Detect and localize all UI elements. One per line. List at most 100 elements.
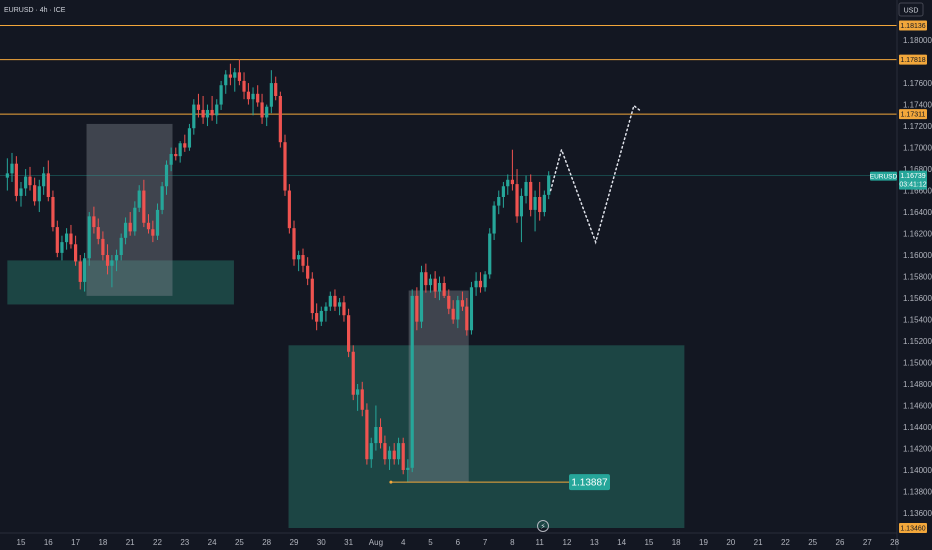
candle-body-6 xyxy=(33,185,37,202)
candle-body-83 xyxy=(383,443,387,460)
y-tick-1: 1.17600 xyxy=(903,79,932,88)
bottom-tag: 1.13460 xyxy=(900,526,925,533)
y-tick-12: 1.15400 xyxy=(903,316,932,325)
y-tick-21: 1.13600 xyxy=(903,509,932,518)
candle-body-53 xyxy=(246,91,251,100)
x-tick-18: 8 xyxy=(510,538,515,547)
candle-body-100 xyxy=(460,300,465,307)
candle-body-29 xyxy=(137,190,141,208)
candle-body-46 xyxy=(215,104,219,116)
candle-body-41 xyxy=(192,104,196,129)
candle-body-58 xyxy=(269,83,273,107)
candle-body-60 xyxy=(278,95,282,143)
y-tick-4: 1.17000 xyxy=(903,144,932,153)
x-tick-6: 23 xyxy=(180,538,189,547)
candle-body-66 xyxy=(306,265,310,279)
y-tick-19: 1.14000 xyxy=(903,466,932,475)
x-tick-4: 21 xyxy=(126,538,135,547)
candle-body-106 xyxy=(488,233,492,275)
candle-body-51 xyxy=(237,72,241,81)
candle-body-25 xyxy=(119,237,123,256)
y-tick-14: 1.15000 xyxy=(903,358,932,367)
candle-body-18 xyxy=(87,216,91,259)
candle-body-57 xyxy=(265,106,269,118)
candle-body-11 xyxy=(55,227,59,253)
candle-body-79 xyxy=(365,409,369,460)
candle-body-89 xyxy=(410,295,414,468)
range-box-1 xyxy=(408,290,469,482)
candle-body-75 xyxy=(347,315,351,352)
x-tick-22: 14 xyxy=(617,538,626,547)
candle-body-67 xyxy=(310,278,314,314)
candle-body-85 xyxy=(392,450,396,460)
x-tick-12: 31 xyxy=(344,538,353,547)
candle-body-97 xyxy=(447,295,451,309)
candle-body-37 xyxy=(174,154,178,157)
candle-body-13 xyxy=(64,233,69,243)
x-tick-3: 18 xyxy=(98,538,107,547)
candle-body-91 xyxy=(419,272,424,322)
symbol-tag: EURUSD xyxy=(870,174,898,181)
candle-body-15 xyxy=(74,244,78,262)
x-tick-1: 16 xyxy=(44,538,53,547)
price-axis[interactable] xyxy=(897,0,932,550)
y-tick-6: 1.16600 xyxy=(903,187,932,196)
candle-body-55 xyxy=(256,93,260,103)
y-tick-15: 1.14800 xyxy=(903,380,932,389)
candle-body-90 xyxy=(415,295,419,322)
candle-body-38 xyxy=(178,143,182,157)
x-tick-2: 17 xyxy=(71,538,80,547)
candle-body-115 xyxy=(529,181,533,210)
candle-body-96 xyxy=(442,282,446,296)
candle-body-47 xyxy=(219,85,223,105)
x-tick-13: Aug xyxy=(369,538,383,547)
candle-body-84 xyxy=(387,450,392,460)
x-tick-7: 24 xyxy=(208,538,217,547)
y-tick-11: 1.15600 xyxy=(903,294,932,303)
candle-body-32 xyxy=(151,229,155,236)
candle-body-118 xyxy=(542,194,546,213)
x-tick-labels[interactable]: 15 16 17 18 21 22 23 24 25 28 29 30 31 Aug 4 5 6 7 8 11 12 13… xyxy=(17,538,900,547)
candle-body-81 xyxy=(374,426,378,444)
candle-body-119 xyxy=(547,175,551,195)
candle-body-23 xyxy=(110,260,114,266)
candle-body-12 xyxy=(60,242,64,253)
candle-body-73 xyxy=(337,302,342,307)
lightning-icon[interactable]: ⚡ xyxy=(537,520,549,532)
candle-body-44 xyxy=(205,109,210,118)
candle-body-49 xyxy=(228,74,232,78)
x-tick-32: 28 xyxy=(890,538,899,547)
level-tag-1: 1.17818 xyxy=(900,57,925,64)
candle-body-22 xyxy=(105,255,110,266)
candle-body-42 xyxy=(196,104,201,110)
projection-layer xyxy=(549,104,642,245)
levels-layer xyxy=(0,24,897,176)
candle-body-8 xyxy=(42,173,46,187)
range-box-0 xyxy=(86,123,173,296)
countdown-tag: 03:41:12 xyxy=(899,182,926,189)
level-tag-bg-0 xyxy=(899,20,927,31)
candle-body-76 xyxy=(351,351,355,395)
candle-body-98 xyxy=(451,308,455,320)
x-tick-10: 29 xyxy=(290,538,299,547)
candle-body-39 xyxy=(183,143,187,148)
symbol-title: EURUSD · 4h · ICE xyxy=(4,7,66,14)
annotation-layer: 1.13887 xyxy=(389,474,610,491)
candle-body-70 xyxy=(324,306,328,311)
candle-body-10 xyxy=(51,196,55,228)
level-tag-bg-2 xyxy=(899,109,927,120)
candle-body-56 xyxy=(260,102,264,118)
candle-body-108 xyxy=(497,196,501,206)
candle-body-111 xyxy=(510,179,514,185)
x-tick-20: 12 xyxy=(563,538,572,547)
candle-body-69 xyxy=(319,310,323,322)
candle-body-68 xyxy=(315,313,319,322)
candle-body-20 xyxy=(96,227,100,239)
candle-body-19 xyxy=(92,216,96,228)
x-tick-5: 22 xyxy=(153,538,162,547)
x-tick-31: 27 xyxy=(863,538,872,547)
currency-button[interactable] xyxy=(898,2,924,17)
x-tick-15: 5 xyxy=(428,538,433,547)
candle-body-34 xyxy=(160,186,164,210)
